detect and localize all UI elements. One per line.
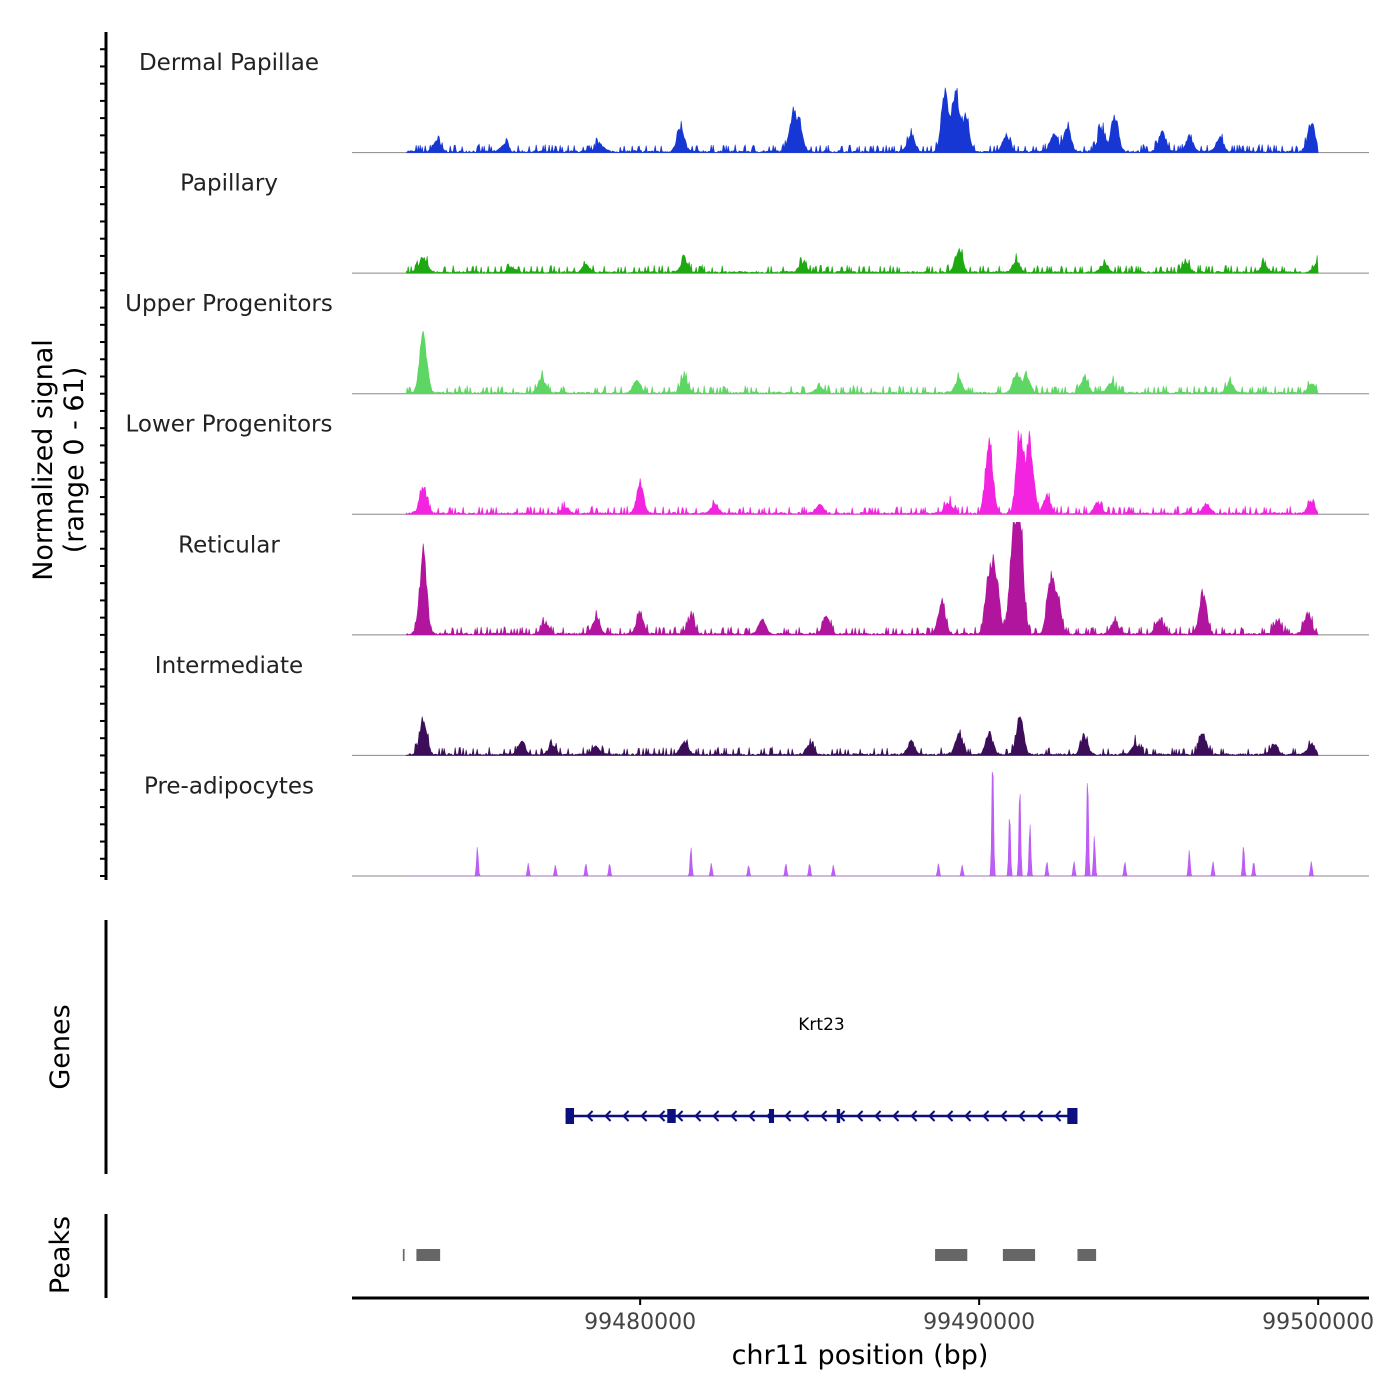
gene-annotation-track: Krt23	[565, 1015, 1078, 1124]
signal-area-dermal-papillae	[406, 87, 1319, 154]
track-label-intermediate: Intermediate	[155, 653, 303, 679]
signal-area-intermediate	[405, 716, 1319, 757]
peaks-track-label: Peaks	[45, 1216, 76, 1294]
strand-arrow	[946, 1110, 954, 1122]
peak-region	[402, 1249, 405, 1261]
x-axis-ticks: 99480000 99490000 99500000	[584, 1298, 1374, 1335]
peak-region	[1002, 1249, 1036, 1261]
signal-area-pre-adipocytes	[406, 771, 1319, 877]
strand-arrow	[748, 1110, 756, 1122]
strand-arrow	[1000, 1110, 1008, 1122]
strand-arrow	[784, 1110, 792, 1122]
y-axis-title-line2: (range 0 - 61)	[59, 367, 90, 554]
strand-arrow	[892, 1110, 900, 1122]
gene-name-label: Krt23	[798, 1015, 844, 1035]
strand-arrow	[982, 1110, 990, 1122]
strand-arrow	[604, 1110, 612, 1122]
strand-arrow	[802, 1110, 810, 1122]
track-label-reticular: Reticular	[178, 532, 280, 558]
signal-area-reticular	[405, 522, 1319, 636]
signal-y-axis-ticks	[100, 48, 106, 877]
strand-arrow	[658, 1110, 666, 1122]
x-tick-label: 99500000	[1262, 1310, 1374, 1335]
strand-arrow	[910, 1110, 918, 1122]
strand-arrow	[676, 1110, 684, 1122]
track-label-papillary: Papillary	[180, 171, 278, 197]
y-axis-title-line1: Normalized signal	[28, 339, 59, 581]
peak-region	[416, 1249, 441, 1261]
strand-arrow	[928, 1110, 936, 1122]
peaks-track	[402, 1249, 1097, 1261]
track-label-upper-progenitors: Upper Progenitors	[125, 291, 333, 317]
track-label-pre-adipocytes: Pre-adipocytes	[144, 773, 314, 799]
strand-arrow	[874, 1110, 882, 1122]
peak-region	[935, 1249, 968, 1261]
coverage-tracks: Dermal Papillae Papillary Upper Progenitor…	[125, 50, 1369, 877]
gene-exon	[836, 1109, 841, 1123]
x-tick-label: 99490000	[923, 1310, 1035, 1335]
signal-area-upper-progenitors	[405, 330, 1319, 395]
signal-area-lower-progenitors	[405, 430, 1319, 516]
strand-arrow	[964, 1110, 972, 1122]
strand-arrow	[820, 1110, 828, 1122]
signal-area-papillary	[405, 247, 1319, 275]
strand-arrow	[712, 1110, 720, 1122]
peak-region	[1077, 1249, 1097, 1261]
strand-arrow	[640, 1110, 648, 1122]
genes-track-label: Genes	[45, 1004, 76, 1089]
x-axis-title: chr11 position (bp)	[732, 1340, 989, 1371]
track-label-lower-progenitors: Lower Progenitors	[126, 412, 333, 438]
strand-arrow	[1036, 1110, 1044, 1122]
strand-arrow	[856, 1110, 864, 1122]
track-label-dermal-papillae: Dermal Papillae	[139, 50, 319, 76]
gene-exon	[768, 1109, 775, 1123]
strand-arrow	[1018, 1110, 1026, 1122]
strand-arrow	[694, 1110, 702, 1122]
gene-exon	[667, 1109, 676, 1123]
strand-arrow	[730, 1110, 738, 1122]
strand-arrow	[622, 1110, 630, 1122]
gene-exon	[1067, 1108, 1078, 1124]
gene-exon	[565, 1108, 575, 1124]
strand-arrow	[586, 1110, 594, 1122]
strand-arrow	[1054, 1110, 1062, 1122]
x-tick-label: 99480000	[584, 1310, 696, 1335]
